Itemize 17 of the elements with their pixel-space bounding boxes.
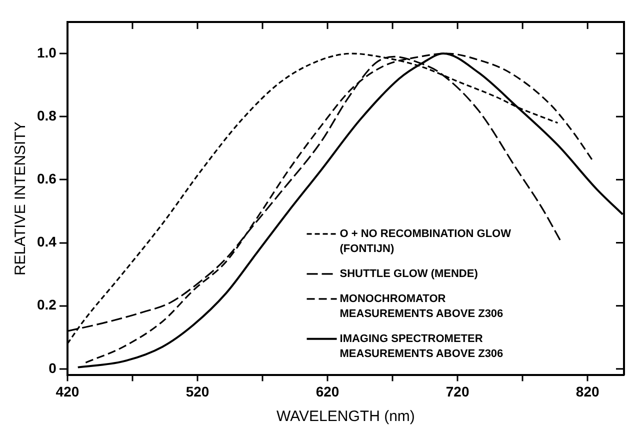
x-tick-label: 520	[186, 383, 210, 400]
y-tick-label: 0.2	[36, 296, 57, 313]
x-tick-label: 420	[56, 383, 80, 400]
legend-label: MONOCHROMATOR MEASUREMENTS ABOVE Z306	[340, 292, 504, 320]
y-tick-label: 0	[48, 360, 57, 376]
legend-label: O + NO RECOMBINATION GLOW (FONTIJN)	[340, 228, 512, 255]
y-axis-title: RELATIVE INTENSITY	[12, 122, 30, 276]
x-tick-label: 620	[316, 383, 340, 400]
legend-label: IMAGING SPECTROMETER MEASUREMENTS ABOVE Z306	[340, 332, 504, 360]
y-tick-label: 0.4	[36, 234, 57, 250]
x-tick-label: 720	[446, 383, 470, 400]
x-axis-title: WAVELENGTH (nm)	[276, 408, 415, 426]
y-tick-label: 1.0	[36, 44, 57, 60]
x-tick-label: 820	[576, 383, 600, 400]
y-tick-label: 0.6	[36, 170, 57, 187]
legend-label: SHUTTLE GLOW (MENDE)	[340, 268, 478, 280]
y-tick-label: 0.8	[36, 107, 57, 124]
